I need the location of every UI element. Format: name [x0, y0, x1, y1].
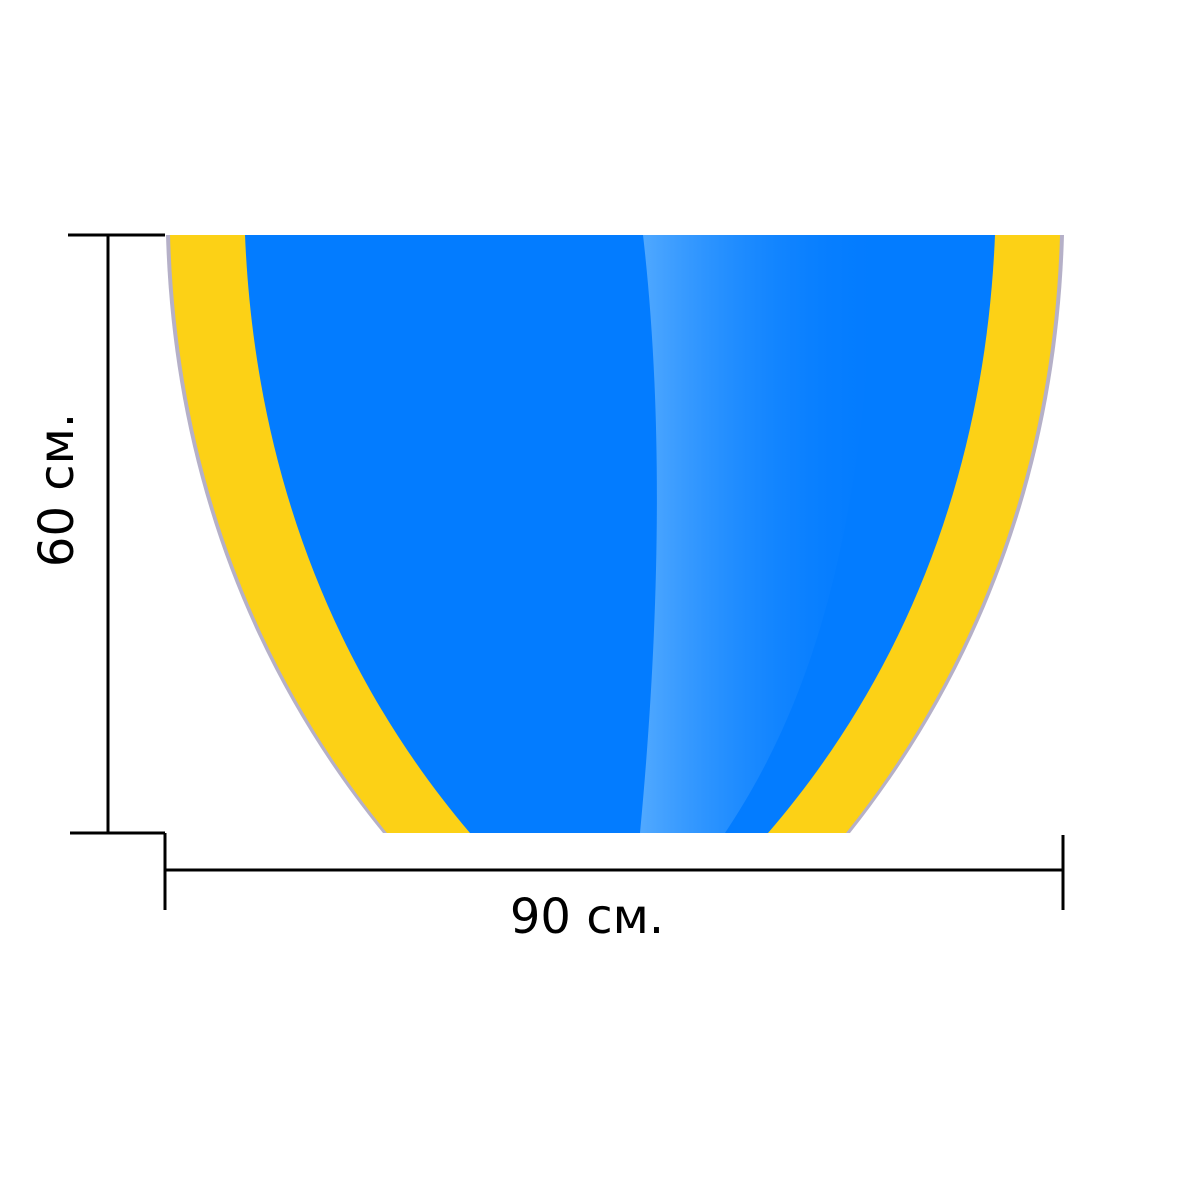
- width-dimension: 90 см.: [163, 833, 1065, 945]
- width-label: 90 см.: [510, 889, 664, 945]
- mat-shape: [166, 235, 1064, 833]
- highlight: [640, 235, 875, 833]
- height-label: 60 см.: [29, 413, 85, 567]
- height-dimension: 60 см.: [29, 233, 165, 835]
